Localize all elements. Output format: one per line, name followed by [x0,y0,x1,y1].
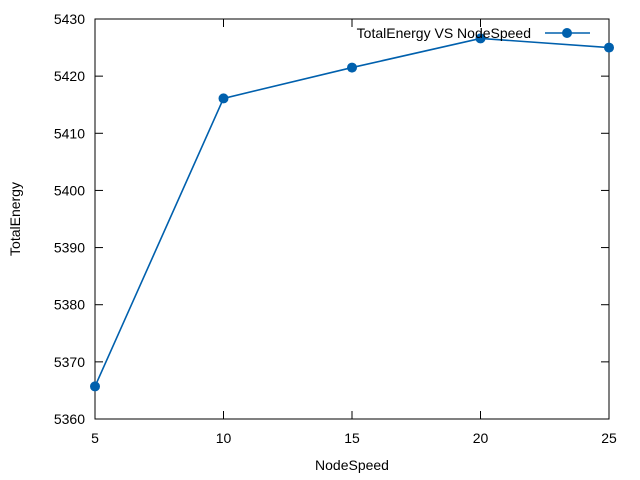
y-tick-label: 5430 [54,11,85,27]
y-tick-label: 5400 [54,182,85,198]
data-point [475,33,486,44]
series-layer [90,33,614,392]
y-tick-label: 5420 [54,68,85,84]
legend: TotalEnergy VS NodeSpeed [357,25,590,41]
data-point [604,42,614,53]
x-tick-label: 10 [216,430,232,446]
plot-frame [94,18,610,420]
y-tick-label: 5370 [54,354,85,370]
data-point [218,93,229,104]
legend-marker [562,28,572,38]
legend-label: TotalEnergy VS NodeSpeed [357,25,531,41]
series-line [94,37,610,387]
y-axis-title: TotalEnergy [7,182,23,256]
y-tick-label: 5360 [54,411,85,427]
x-tick-label: 20 [473,430,489,446]
x-tick-label: 25 [601,430,617,446]
x-tick-label: 5 [91,430,99,446]
y-tick-label: 5410 [54,125,85,141]
y-tick-label: 5380 [54,297,85,313]
data-point [347,62,357,73]
x-tick-label: 15 [344,430,360,446]
data-point [90,381,100,392]
x-axis-title: NodeSpeed [315,457,389,473]
y-axis-ticks: 5360 5370 5380 5390 5400 5410 5420 5430 [54,11,609,427]
x-axis-ticks: 5 10 15 20 25 [91,19,617,446]
y-tick-label: 5390 [54,240,85,256]
